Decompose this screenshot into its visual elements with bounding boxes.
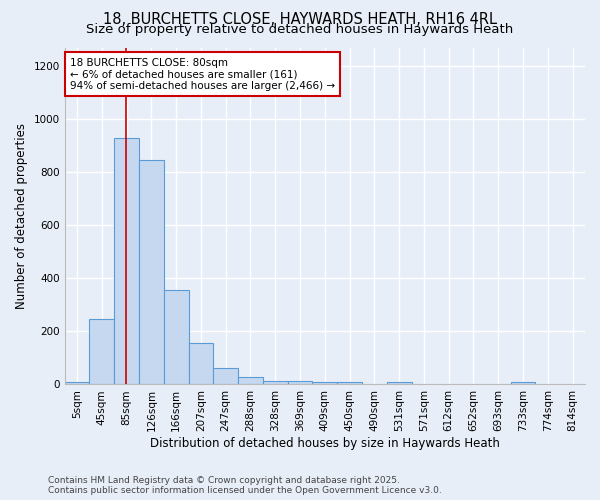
X-axis label: Distribution of detached houses by size in Haywards Heath: Distribution of detached houses by size …	[150, 437, 500, 450]
Bar	[188, 342, 214, 384]
Bar	[164, 290, 188, 384]
Bar	[387, 382, 412, 384]
Bar	[238, 377, 263, 384]
Bar	[214, 368, 238, 384]
Bar	[139, 160, 164, 384]
Bar	[89, 318, 114, 384]
Bar	[511, 382, 535, 384]
Y-axis label: Number of detached properties: Number of detached properties	[15, 123, 28, 309]
Text: 18 BURCHETTS CLOSE: 80sqm
← 6% of detached houses are smaller (161)
94% of semi-: 18 BURCHETTS CLOSE: 80sqm ← 6% of detach…	[70, 58, 335, 91]
Bar	[65, 382, 89, 384]
Bar	[313, 382, 337, 384]
Bar	[114, 138, 139, 384]
Text: Size of property relative to detached houses in Haywards Heath: Size of property relative to detached ho…	[86, 22, 514, 36]
Text: 18, BURCHETTS CLOSE, HAYWARDS HEATH, RH16 4RL: 18, BURCHETTS CLOSE, HAYWARDS HEATH, RH1…	[103, 12, 497, 28]
Bar	[263, 381, 287, 384]
Bar	[287, 382, 313, 384]
Text: Contains HM Land Registry data © Crown copyright and database right 2025.
Contai: Contains HM Land Registry data © Crown c…	[48, 476, 442, 495]
Bar	[337, 382, 362, 384]
